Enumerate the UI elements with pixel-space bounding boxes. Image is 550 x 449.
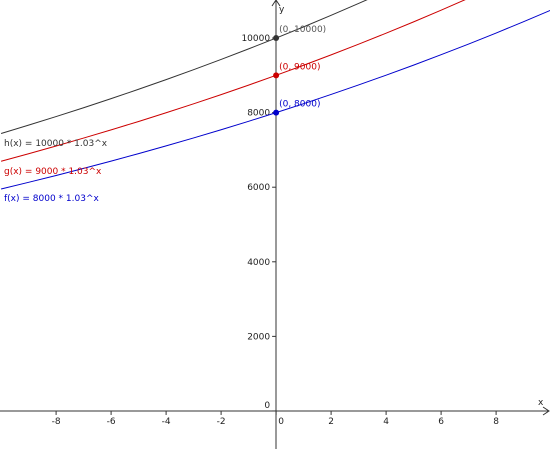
x-axis-label: x: [538, 398, 544, 408]
x-tick-label: -4: [162, 417, 171, 427]
y-tick-label: 6000: [247, 183, 270, 193]
point-label: (0, 10000): [279, 25, 326, 35]
point: [273, 109, 280, 116]
y-tick-label: 0: [264, 401, 270, 411]
x-tick-label: -2: [217, 417, 226, 427]
x-tick-label: -8: [52, 417, 61, 427]
x-tick-label: 8: [493, 417, 499, 427]
x-arrow: [542, 406, 550, 416]
point-label: (0, 9000): [279, 62, 320, 72]
point: [273, 72, 280, 79]
y-axis-label: y: [279, 5, 285, 15]
y-tick-label: 2000: [247, 332, 270, 342]
y-arrow: [271, 0, 281, 7]
y-tick-label: 4000: [247, 258, 270, 268]
x-tick-label: -6: [107, 417, 116, 427]
point-label: (0, 8000): [279, 100, 320, 110]
legend-label: g(x) = 9000 * 1.03^x: [4, 167, 102, 177]
x-tick-label: 6: [438, 417, 444, 427]
legend-label: f(x) = 8000 * 1.03^x: [4, 194, 99, 204]
y-tick-label: 8000: [247, 109, 270, 119]
legend-label: h(x) = 10000 * 1.03^x: [4, 139, 108, 149]
point: [273, 35, 280, 42]
x-tick-label: 2: [328, 417, 334, 427]
x-tick-label: 4: [383, 417, 389, 427]
y-tick-label: 10000: [241, 34, 270, 44]
x-tick-label: 0: [278, 417, 284, 427]
